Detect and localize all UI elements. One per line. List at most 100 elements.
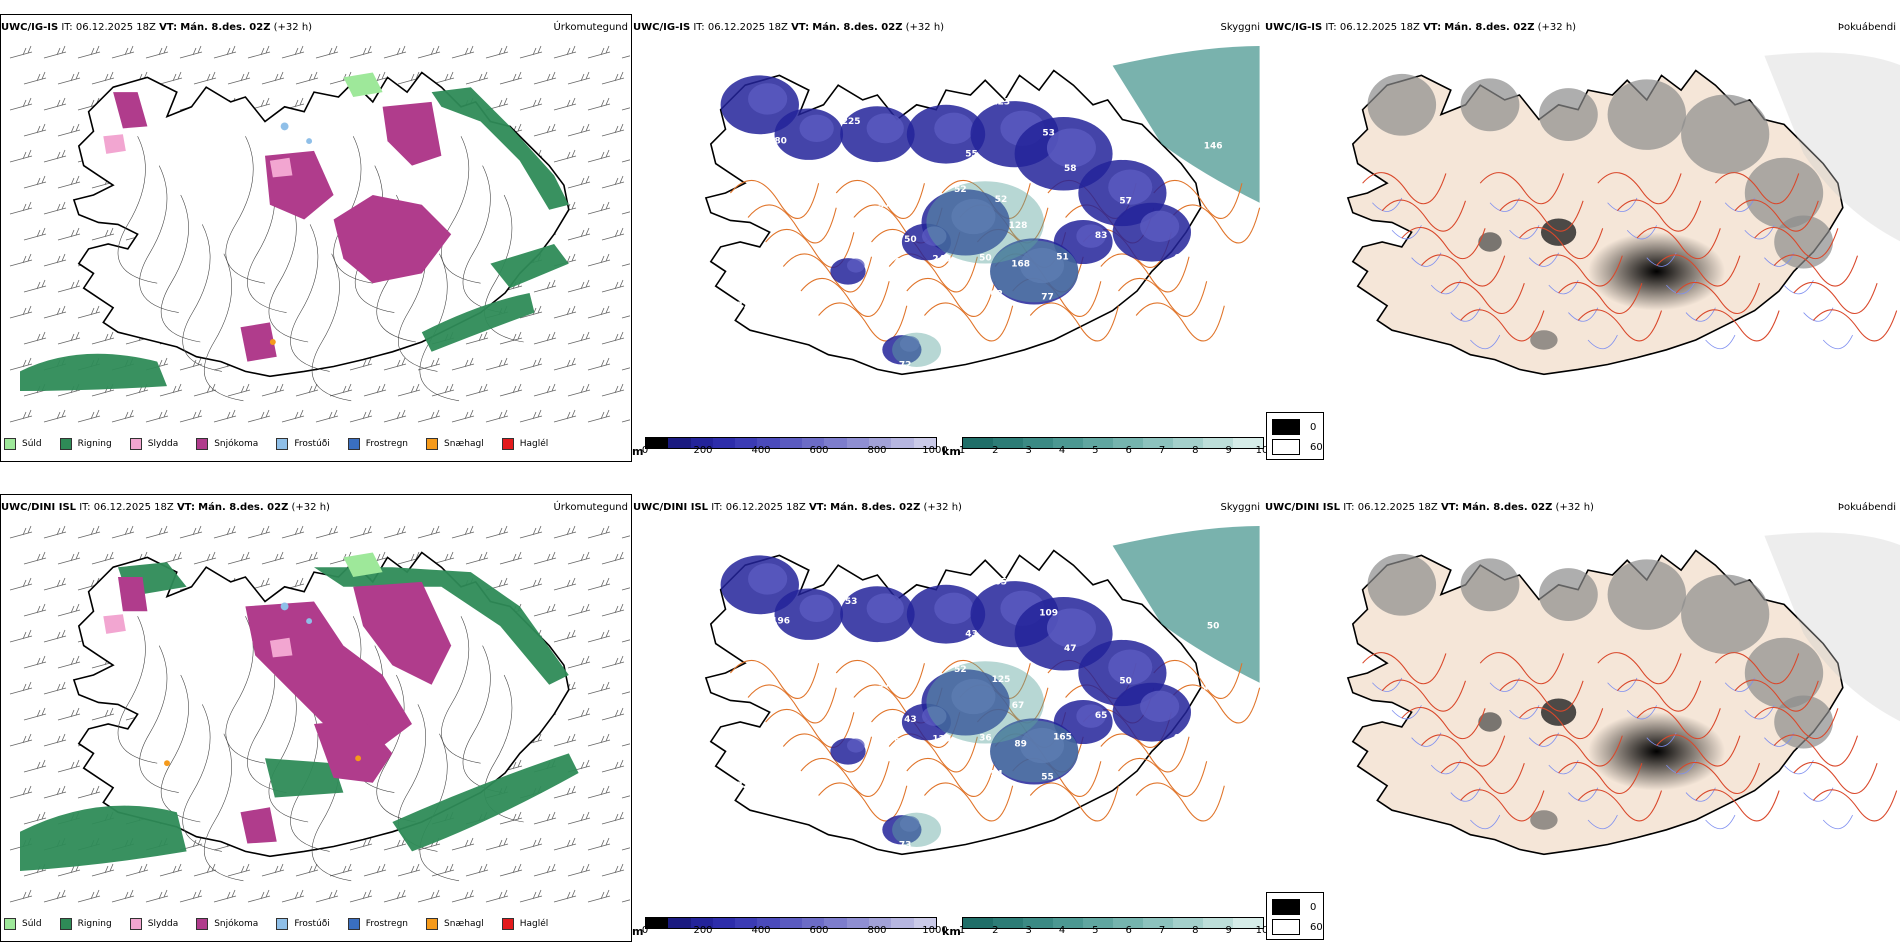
- ceiling-value: 50: [773, 837, 786, 847]
- panel-header: UWC/IG-IS IT: 06.12.2025 18Z VT: Mán. 8.…: [633, 22, 944, 33]
- legend-swatch: [59, 918, 72, 930]
- panel-title-precip: Úrkomutegund: [553, 22, 628, 33]
- colorbar-tick: 5: [1092, 925, 1099, 936]
- legend-label: Snjókoma: [214, 919, 259, 929]
- fog-swatch-white: [1272, 919, 1300, 935]
- lead-time: (+32 h): [1537, 22, 1577, 33]
- colorbar-segment: [1173, 438, 1203, 448]
- panel-header: UWC/IG-IS IT: 06.12.2025 18Z VT: Mán. 8.…: [1265, 22, 1576, 33]
- ceiling-value: 165: [1053, 733, 1072, 743]
- vt-label: VT:: [159, 22, 178, 33]
- ceiling-value: 240: [932, 255, 951, 265]
- colorbar-segment: [1023, 438, 1053, 448]
- legend-item: Rigning: [59, 918, 112, 930]
- colorbar-segment: [824, 918, 847, 928]
- ceiling-value: 40: [1151, 323, 1164, 333]
- lead-time: (+32 h): [1555, 502, 1594, 513]
- ceiling-value: 47: [1064, 644, 1077, 654]
- ceiling-value: 78: [676, 711, 689, 721]
- colorbar-segment: [779, 918, 803, 928]
- ceiling-value: 53: [1042, 128, 1055, 138]
- cloud-map: 128 49 55 77 80 90 72 22 66 50 51 62 62 57 46 103 40 58 52…: [676, 46, 1261, 376]
- legend-item: Frostregn: [347, 438, 408, 450]
- legend-label: Snjókoma: [214, 439, 259, 449]
- ceiling-value: 52: [954, 665, 967, 675]
- fog-legend: 0 60: [1266, 892, 1324, 940]
- ceiling-value: 83: [1072, 824, 1085, 834]
- ceiling-value: 49: [894, 258, 907, 268]
- legend-label: Súld: [22, 919, 42, 929]
- colorbar-segment: [963, 438, 993, 448]
- cloud-map: 67 80 43 55 74 88 73 70 59 43 47 54 44 50 48 105 76 78 125…: [676, 526, 1261, 856]
- model-name: UWC/IG-IS: [633, 22, 691, 33]
- panel-border: [0, 14, 632, 462]
- ceiling-value: 60: [714, 175, 727, 185]
- legend-label: Haglél: [519, 439, 549, 449]
- ceiling-value: 89: [1014, 740, 1027, 750]
- colorbar-segment: [913, 438, 936, 448]
- ceiling-value: 180: [1203, 682, 1222, 692]
- colorbar-segment: [963, 918, 993, 928]
- colorbar-tick: 6: [1125, 925, 1132, 936]
- legend-label: Snæhagl: [444, 439, 484, 449]
- colorbar-segment: [1053, 918, 1083, 928]
- it-label: IT:: [61, 22, 73, 33]
- it-value: 06.12.2025 18Z: [1339, 22, 1420, 33]
- colorbar-segment: [646, 438, 669, 448]
- precip-panel-top: UWC/IG-IS IT: 06.12.2025 18Z VT: Mán. 8.…: [0, 14, 632, 462]
- ceiling-value: 168: [1058, 677, 1077, 687]
- colorbar-tick: 3: [1025, 925, 1032, 936]
- ceiling-value: 32: [736, 781, 749, 791]
- colorbar-tick: 800: [867, 445, 887, 456]
- ceiling-value: 37: [1042, 50, 1055, 60]
- colorbar-segment: [993, 918, 1023, 928]
- colorbar-segment: [1143, 438, 1173, 448]
- elevation-colorbar: [645, 917, 937, 929]
- colorbar-segment: [846, 918, 869, 928]
- ceiling-value: 125: [992, 675, 1011, 685]
- colorbar-segment: [1233, 918, 1263, 928]
- ceiling-value: 168: [1011, 260, 1030, 270]
- vt-value: Mán. 8.des. 02Z: [180, 22, 271, 33]
- ceiling-value: 83: [1095, 231, 1108, 241]
- colorbar-segment: [802, 438, 825, 448]
- precip-map: [9, 45, 630, 423]
- visibility-colorbar: [962, 917, 1264, 929]
- it-value: 06.12.2025 18Z: [707, 22, 788, 33]
- colorbar-tick: 9: [1225, 445, 1232, 456]
- panel-title-cloud: Skyggni: [1220, 502, 1260, 513]
- colorbar-segment: [802, 918, 825, 928]
- ceiling-value: 55: [965, 149, 978, 159]
- colorbar-tick: 400: [751, 925, 771, 936]
- colorbar-segment: [1143, 918, 1173, 928]
- colorbar-segment: [757, 918, 780, 928]
- colorbar-segment: [1023, 918, 1053, 928]
- ceiling-value: 65: [995, 577, 1008, 587]
- fog-label-60: 60: [1310, 441, 1323, 453]
- model-name: UWC/DINI ISL: [1265, 502, 1341, 513]
- it-label: IT:: [693, 22, 705, 33]
- colorbar-tick: 10: [1255, 925, 1269, 936]
- model-name: UWC/DINI ISL: [1, 502, 77, 513]
- fog-map: [1346, 52, 1900, 376]
- ceiling-value: 45: [1061, 197, 1074, 207]
- ceiling-value: 48: [845, 805, 858, 815]
- legend-label: Frostregn: [365, 919, 409, 929]
- ceiling-value: 50: [1119, 676, 1132, 686]
- legend-item: Snæhagl: [426, 438, 484, 450]
- colorbar-segment: [668, 438, 691, 448]
- legend-item: Slydda: [129, 438, 178, 450]
- colorbar-tick: 1: [958, 925, 966, 936]
- fog-map: [1346, 532, 1900, 856]
- model-name: UWC/DINI ISL: [633, 502, 709, 513]
- precip-panel-bottom: UWC/DINI ISL IT: 06.12.2025 18Z VT: Mán.…: [0, 494, 632, 942]
- panel-header: UWC/IG-IS IT: 06.12.2025 18Z VT: Mán. 8.…: [1, 22, 312, 33]
- legend-swatch: [426, 438, 439, 450]
- ceiling-value: 54: [882, 647, 895, 657]
- it-value: 06.12.2025 18Z: [725, 502, 806, 513]
- it-label: IT:: [1343, 502, 1355, 513]
- legend-swatch: [501, 438, 514, 450]
- vt-label: VT:: [176, 502, 195, 513]
- it-label: IT:: [1325, 22, 1337, 33]
- colorbar-tick: 2: [992, 925, 999, 936]
